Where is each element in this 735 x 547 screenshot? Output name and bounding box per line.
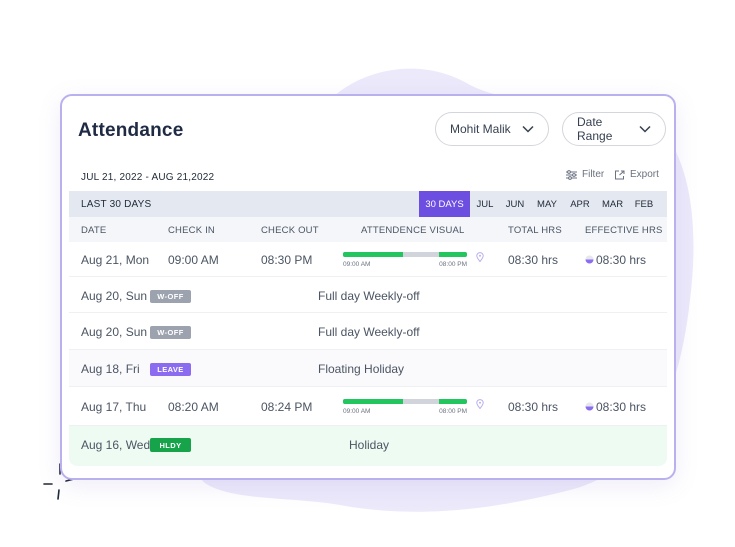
col-check-in: CHECK IN <box>168 225 215 236</box>
table-header: DATE CHECK IN CHECK OUT ATTENDENCE VISUA… <box>69 217 667 242</box>
row-note: Full day Weekly-off <box>318 325 420 339</box>
table-row[interactable]: Aug 21, Mon 09:00 AM 08:30 PM 09:00 AM 0… <box>69 242 667 277</box>
filter-icon <box>566 169 577 180</box>
row-total-hrs: 08:30 hrs <box>508 253 559 267</box>
attendance-visual: 09:00 AM 08:00 PM <box>343 399 467 417</box>
status-badge: LEAVE <box>150 363 191 376</box>
tab-apr[interactable]: APR <box>570 198 590 210</box>
row-date: Aug 20, Sun <box>81 289 148 303</box>
export-button[interactable]: Export <box>614 169 659 180</box>
row-check-out: 08:24 PM <box>261 400 313 414</box>
row-note: Floating Holiday <box>318 362 405 376</box>
row-effective-hrs: 08:30 hrs <box>596 253 647 267</box>
present-segment <box>343 399 403 404</box>
half-circle-icon <box>585 255 594 264</box>
status-badge: W-OFF <box>150 290 191 303</box>
page-title: Attendance <box>78 120 184 141</box>
visual-start-time: 09:00 AM <box>343 408 371 415</box>
chevron-down-icon <box>522 125 534 133</box>
status-badge: HLDY <box>150 438 191 452</box>
row-check-in: 08:20 AM <box>168 400 219 414</box>
table-row[interactable]: Aug 20, Sun W-OFF Full day Weekly-off <box>69 313 667 350</box>
tab-jun[interactable]: JUN <box>505 198 525 210</box>
table-row[interactable]: Aug 17, Thu 08:20 AM 08:24 PM 09:00 AM 0… <box>69 387 667 426</box>
row-date: Aug 18, Fri <box>81 362 140 376</box>
row-note: Holiday <box>349 438 390 452</box>
table-row[interactable]: Aug 20, Sun W-OFF Full day Weekly-off <box>69 277 667 313</box>
chevron-down-icon <box>639 125 651 133</box>
row-date: Aug 20, Sun <box>81 325 148 339</box>
tab-feb[interactable]: FEB <box>634 198 654 210</box>
attendance-visual: 09:00 AM 08:00 PM <box>343 252 467 270</box>
visual-start-time: 09:00 AM <box>343 261 371 268</box>
user-select[interactable]: Mohit Malik <box>435 112 549 146</box>
col-effective-hrs: EFFECTIVE HRS <box>585 225 663 236</box>
filter-label: Filter <box>582 169 605 180</box>
tab-mar[interactable]: MAR <box>601 198 624 210</box>
export-icon <box>615 170 625 179</box>
range-tab-bar: LAST 30 DAYS 30 DAYS JUL JUN MAY APR MAR… <box>69 191 667 217</box>
row-total-hrs: 08:30 hrs <box>508 400 559 414</box>
attendance-track <box>343 252 467 257</box>
location-pin-icon[interactable] <box>476 399 484 409</box>
half-circle-icon <box>585 402 594 411</box>
row-check-out: 08:30 PM <box>261 253 313 267</box>
user-select-value: Mohit Malik <box>450 122 511 136</box>
period-label: JUL 21, 2022 - AUG 21,2022 <box>81 172 215 183</box>
col-attendance-visual: ATTENDENCE VISUAL <box>361 225 465 236</box>
row-date: Aug 17, Thu <box>81 400 147 414</box>
tab-30-days[interactable]: 30 DAYS <box>419 191 470 217</box>
row-effective-hrs: 08:30 hrs <box>596 400 647 414</box>
table-row[interactable]: Aug 16, Wed HLDY Holiday <box>69 426 667 466</box>
col-date: DATE <box>81 225 107 236</box>
row-note: Full day Weekly-off <box>318 289 420 303</box>
row-date: Aug 16, Wed <box>81 438 151 452</box>
attendance-table-panel: JUL 21, 2022 - AUG 21,2022 Filter Expo <box>69 160 667 466</box>
status-badge: W-OFF <box>150 326 191 339</box>
present-segment <box>343 252 403 257</box>
attendance-card: Attendance Mohit Malik Date Range JUL 21… <box>60 94 676 480</box>
tab-may[interactable]: MAY <box>537 198 557 210</box>
date-range-value: Date Range <box>577 115 613 143</box>
export-label: Export <box>630 169 659 180</box>
visual-end-time: 08:00 PM <box>439 408 467 415</box>
tab-jul[interactable]: JUL <box>476 198 494 210</box>
attendance-track <box>343 399 467 404</box>
table-row[interactable]: Aug 18, Fri LEAVE Floating Holiday <box>69 350 667 387</box>
col-total-hrs: TOTAL HRS <box>508 225 562 236</box>
range-bar-label: LAST 30 DAYS <box>81 198 152 210</box>
present-segment <box>439 399 467 404</box>
visual-end-time: 08:00 PM <box>439 261 467 268</box>
location-pin-icon[interactable] <box>476 252 484 262</box>
col-check-out: CHECK OUT <box>261 225 319 236</box>
row-date: Aug 21, Mon <box>81 253 150 267</box>
row-check-in: 09:00 AM <box>168 253 219 267</box>
date-range-select[interactable]: Date Range <box>562 112 666 146</box>
filter-button[interactable]: Filter <box>566 169 604 180</box>
present-segment <box>439 252 467 257</box>
